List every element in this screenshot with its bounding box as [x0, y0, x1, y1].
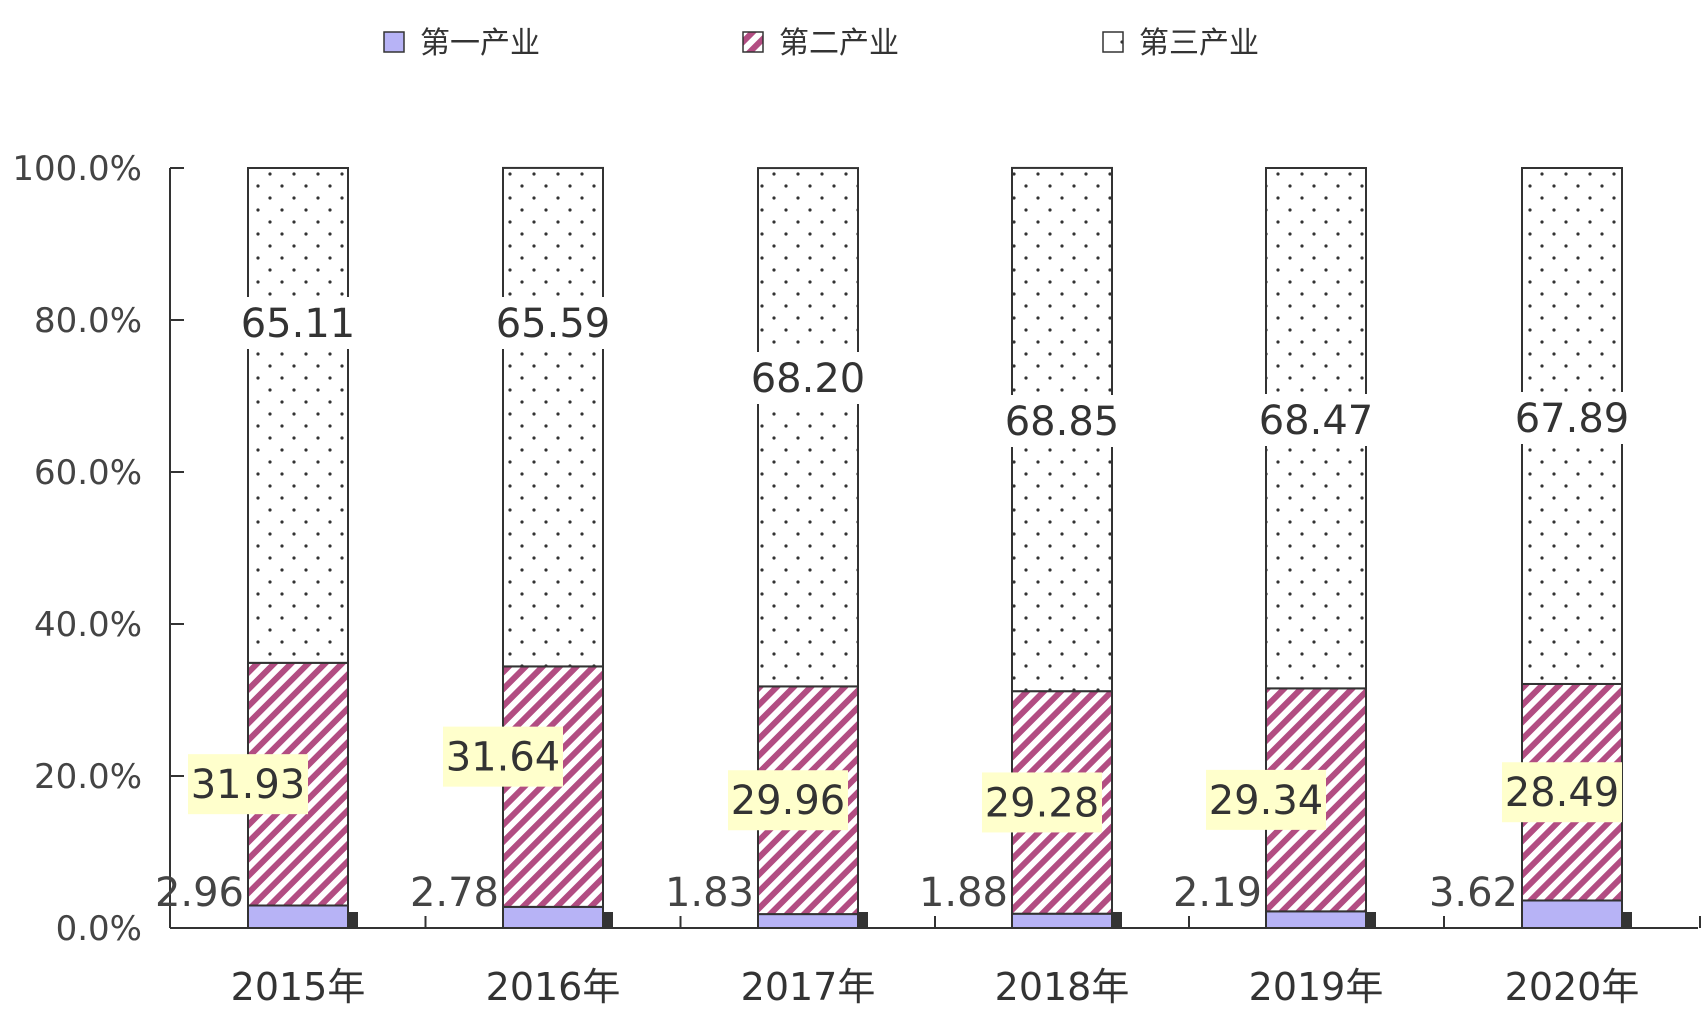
y-tick-label: 20.0% [34, 757, 142, 797]
data-label-bg-tertiary [242, 297, 354, 349]
legend-item-tertiary: 第三产业 [1102, 26, 1259, 61]
x-tick-label: 2018年 [995, 965, 1130, 1009]
data-label-tertiary: 68.85 [1005, 399, 1120, 445]
bar-segment-tertiary [247, 167, 349, 664]
data-labels: 2.96 31.93 65.11 2.78 31.64 65.59 1.83 29.96 68.… [155, 297, 1629, 916]
bar-base-shadow [1112, 912, 1122, 928]
bar-segment-primary [757, 913, 859, 929]
x-tick-label: 2019年 [1249, 965, 1384, 1009]
bars [247, 166, 1632, 930]
legend-item-secondary: 第二产业 [742, 26, 899, 61]
bar-base-shadow [348, 912, 358, 928]
y-tick-label: 100.0% [12, 149, 142, 189]
bar-segment-primary [247, 904, 349, 930]
data-label-bg-secondary [982, 772, 1102, 833]
bar-segment-primary [1521, 899, 1623, 929]
data-label-bg-secondary [1206, 769, 1326, 830]
data-label-bg-tertiary [1260, 394, 1372, 446]
axes: 0.0% 20.0% 40.0% 60.0% 80.0% 100.0% 2015年 2016年… [12, 149, 1701, 1009]
legend-label-tertiary: 第三产业 [1139, 26, 1259, 61]
data-label-secondary: 29.34 [1209, 778, 1324, 824]
bar-segment-tertiary [757, 167, 859, 688]
legend-label-primary: 第一产业 [420, 26, 540, 61]
data-label-bg-tertiary [1516, 392, 1628, 444]
data-label-primary: 3.62 [1429, 870, 1518, 916]
legend-label-secondary: 第二产业 [779, 26, 899, 61]
x-tick-label: 2015年 [231, 965, 366, 1009]
legend: 第一产业 第二产业 第三产业 [383, 26, 1259, 61]
x-tick-label: 2020年 [1505, 965, 1640, 1009]
x-tick-label: 2016年 [486, 965, 621, 1009]
bar-base-shadow [858, 912, 868, 928]
data-label-primary: 2.96 [155, 870, 244, 916]
data-label-bg-secondary [728, 770, 848, 831]
bar-base-shadow [603, 912, 613, 928]
data-label-tertiary: 68.47 [1259, 398, 1374, 444]
bar-base-shadow [1366, 912, 1376, 928]
data-label-primary: 2.78 [410, 870, 499, 916]
data-label-secondary: 31.64 [446, 735, 561, 781]
legend-swatch-tertiary [1102, 31, 1124, 53]
data-label-bg-tertiary [752, 352, 864, 404]
data-label-tertiary: 65.59 [496, 301, 611, 347]
y-tick-label: 80.0% [34, 301, 142, 341]
data-label-primary: 1.88 [919, 870, 1008, 916]
data-label-secondary: 31.93 [191, 762, 306, 808]
bar-segment-primary [1011, 912, 1113, 929]
data-label-secondary: 29.28 [985, 780, 1100, 826]
data-label-tertiary: 65.11 [241, 301, 356, 347]
legend-swatch-primary [383, 31, 405, 53]
x-tick-label: 2017年 [741, 965, 876, 1009]
y-tick-label: 0.0% [56, 909, 142, 949]
y-tick-label: 40.0% [34, 605, 142, 645]
data-label-bg-secondary [443, 726, 563, 787]
legend-item-primary: 第一产业 [383, 26, 540, 61]
legend-swatch-secondary [742, 31, 764, 53]
data-label-secondary: 28.49 [1505, 770, 1620, 816]
bar-segment-primary [502, 905, 604, 930]
y-tick-label: 60.0% [34, 453, 142, 493]
data-label-tertiary: 67.89 [1515, 396, 1630, 442]
data-label-bg-tertiary [1006, 395, 1118, 447]
data-label-bg-secondary [1502, 762, 1622, 823]
data-label-primary: 2.19 [1173, 870, 1262, 916]
bar-segment-tertiary [502, 166, 604, 668]
data-label-bg-secondary [188, 754, 308, 815]
data-label-secondary: 29.96 [731, 778, 846, 824]
data-label-primary: 1.83 [665, 870, 754, 916]
bar-segment-primary [1265, 910, 1367, 930]
data-label-tertiary: 68.20 [751, 356, 866, 402]
data-label-bg-tertiary [497, 297, 609, 349]
bar-base-shadow [1622, 912, 1632, 928]
